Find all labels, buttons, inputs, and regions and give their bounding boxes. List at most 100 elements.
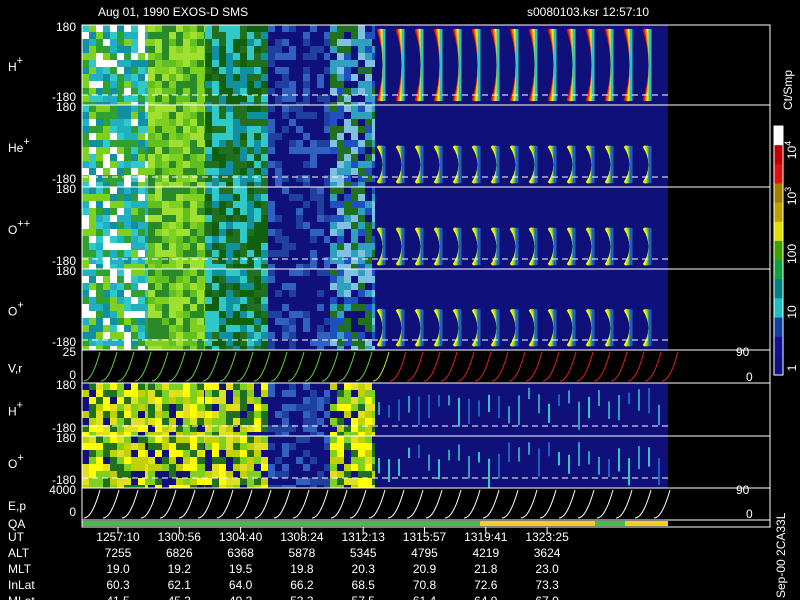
cell bbox=[344, 53, 351, 60]
cell bbox=[82, 147, 89, 154]
cell bbox=[138, 243, 145, 250]
cell bbox=[145, 53, 148, 60]
cell bbox=[351, 432, 358, 436]
cell bbox=[155, 187, 162, 194]
title: Aug 01, 1990 EXOS-D SMS bbox=[98, 5, 248, 19]
cell bbox=[148, 276, 155, 283]
cell bbox=[372, 229, 375, 236]
cell bbox=[296, 276, 303, 283]
cell bbox=[289, 450, 296, 457]
cell bbox=[358, 297, 365, 304]
cell bbox=[205, 471, 212, 478]
streak bbox=[558, 451, 560, 466]
colorbar-cell bbox=[774, 298, 783, 319]
cell bbox=[233, 243, 240, 250]
cell bbox=[358, 39, 365, 46]
cell bbox=[337, 236, 344, 243]
cell bbox=[344, 175, 351, 182]
cell bbox=[330, 105, 337, 112]
cell bbox=[155, 432, 162, 436]
cell bbox=[162, 471, 169, 478]
cell bbox=[275, 222, 282, 229]
cell bbox=[219, 485, 226, 488]
cell bbox=[145, 457, 148, 464]
cell bbox=[89, 450, 96, 457]
cell bbox=[110, 182, 117, 187]
cell bbox=[183, 478, 190, 485]
panel-image bbox=[82, 383, 668, 436]
cell bbox=[344, 102, 351, 105]
cell bbox=[254, 397, 261, 404]
cell bbox=[330, 269, 337, 276]
cell bbox=[296, 208, 303, 215]
curve bbox=[159, 489, 177, 519]
cell bbox=[275, 404, 282, 411]
cell bbox=[212, 182, 219, 187]
cell bbox=[162, 105, 169, 112]
cell bbox=[240, 283, 247, 290]
cell bbox=[247, 290, 254, 297]
cell bbox=[268, 140, 275, 147]
streak bbox=[648, 388, 650, 414]
panel-label-sup: + bbox=[17, 452, 23, 464]
cell bbox=[190, 478, 197, 485]
panel-label-sup: ++ bbox=[17, 218, 30, 230]
cell bbox=[330, 464, 337, 471]
curve bbox=[627, 351, 645, 382]
cell bbox=[247, 432, 254, 436]
cell bbox=[183, 443, 190, 450]
curve bbox=[330, 489, 348, 519]
cell bbox=[212, 318, 219, 325]
cell bbox=[110, 485, 117, 488]
cell bbox=[365, 105, 372, 112]
cell bbox=[372, 215, 375, 222]
cell bbox=[124, 432, 131, 436]
cell bbox=[103, 32, 110, 39]
cell bbox=[82, 276, 89, 283]
cell bbox=[204, 95, 205, 102]
cell bbox=[310, 105, 317, 112]
cell bbox=[254, 119, 261, 126]
cell bbox=[212, 222, 219, 229]
cell bbox=[138, 283, 145, 290]
cell bbox=[89, 390, 96, 397]
cell bbox=[344, 404, 351, 411]
cell bbox=[103, 397, 110, 404]
cell bbox=[365, 229, 372, 236]
cell bbox=[358, 67, 365, 74]
cell bbox=[204, 215, 205, 222]
cell bbox=[275, 397, 282, 404]
cell bbox=[372, 32, 375, 39]
cell bbox=[303, 450, 310, 457]
cell bbox=[205, 325, 212, 332]
cell bbox=[197, 105, 204, 112]
cell bbox=[219, 411, 226, 418]
cell bbox=[82, 140, 89, 147]
cell bbox=[268, 290, 275, 297]
cell bbox=[162, 311, 169, 318]
cell bbox=[219, 39, 226, 46]
cell bbox=[148, 464, 155, 471]
cell bbox=[162, 250, 169, 257]
cell bbox=[268, 133, 275, 140]
cell bbox=[226, 88, 233, 95]
cell bbox=[124, 339, 131, 346]
streak bbox=[518, 447, 520, 462]
streak bbox=[608, 459, 610, 477]
cell bbox=[261, 443, 268, 450]
cell bbox=[372, 39, 375, 46]
cell bbox=[303, 126, 310, 133]
streak bbox=[398, 399, 400, 421]
cell bbox=[261, 404, 268, 411]
cell bbox=[310, 457, 317, 464]
cell bbox=[268, 297, 275, 304]
cell bbox=[155, 339, 162, 346]
cell bbox=[124, 264, 131, 269]
cell bbox=[131, 67, 138, 74]
cell bbox=[324, 140, 330, 147]
cell bbox=[310, 53, 317, 60]
cell bbox=[261, 46, 268, 53]
cell bbox=[226, 119, 233, 126]
cell bbox=[372, 457, 375, 464]
cell bbox=[330, 432, 337, 436]
